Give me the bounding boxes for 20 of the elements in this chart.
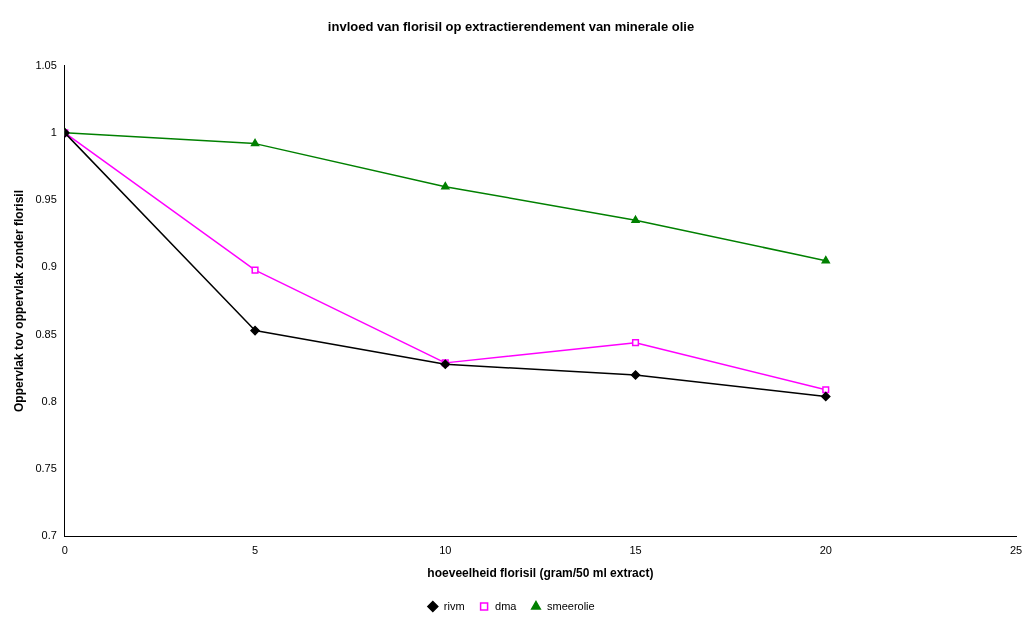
- y-tick-label: 0.7: [41, 529, 57, 542]
- y-tick-label: 0.85: [35, 327, 57, 340]
- x-tick-label: 10: [439, 544, 452, 557]
- chart-title: invloed van florisil op extractierendement van minerale olie: [327, 19, 695, 35]
- x-tick-label: 0: [61, 544, 68, 557]
- y-tick-label: 0.75: [35, 462, 57, 475]
- y-tick-label: 0.9: [41, 260, 57, 273]
- x-tick-label: 15: [629, 544, 642, 557]
- x-tick-label: 20: [819, 544, 832, 557]
- x-tick-label: 25: [1009, 544, 1023, 557]
- y-tick-label: 1: [50, 125, 57, 138]
- legend-label: smeerolie: [546, 599, 595, 612]
- y-tick-label: 1.05: [35, 58, 57, 71]
- y-tick-label: 0.95: [35, 193, 57, 206]
- legend-label: rivm: [443, 599, 465, 612]
- y-axis-title: Oppervlak tov oppervlak zonder florisil: [11, 189, 26, 413]
- y-tick-label: 0.8: [41, 394, 57, 407]
- x-axis-title: hoeveelheid florisil (gram/50 ml extract): [427, 566, 654, 581]
- x-tick-label: 5: [251, 544, 259, 557]
- legend-label: dma: [495, 599, 518, 612]
